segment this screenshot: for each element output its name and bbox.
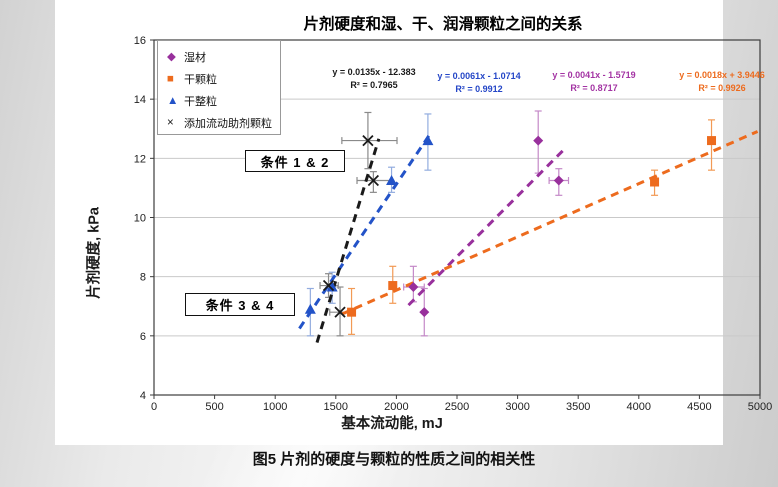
legend-item: ▲ 干整粒 — [167, 90, 280, 112]
x-tick-label: 4000 — [627, 401, 651, 413]
x-tick-label: 2500 — [445, 401, 469, 413]
trend-equation: y = 0.0135x - 12.383 R² = 0.7965 — [332, 66, 415, 92]
r-squared-text: R² = 0.7965 — [350, 80, 398, 90]
r-squared-text: R² = 0.9912 — [455, 84, 503, 94]
x-tick-label: 5000 — [748, 401, 772, 413]
data-point — [347, 307, 357, 317]
x-tick-label: 3000 — [505, 401, 529, 413]
trend-line — [315, 138, 381, 343]
legend-label: 干颗粒 — [184, 74, 217, 86]
chart-panel: 片剂硬度和湿、干、润滑颗粒之间的关系 0 500 1000 1500 2000 2500 3… — [55, 0, 772, 445]
x-tick-label: 4500 — [687, 401, 711, 413]
data-point — [650, 177, 660, 187]
y-tick-label: 10 — [134, 213, 146, 225]
x-tick-label: 3500 — [566, 401, 590, 413]
data-point — [322, 279, 335, 292]
data-point — [419, 307, 430, 318]
y-tick-label: 16 — [134, 35, 146, 47]
data-point — [326, 281, 338, 292]
legend-item: ■ 干颗粒 — [167, 68, 280, 90]
data-point — [707, 136, 717, 146]
trend-line — [407, 148, 565, 307]
x-tick-label: 2000 — [384, 401, 408, 413]
legend-label: 干整粒 — [184, 96, 217, 108]
x-tick-label: 0 — [151, 401, 157, 413]
legend: ◆ 湿材 ■ 干颗粒 ▲ 干整粒 × 添加流动助剂颗粒 — [157, 40, 281, 135]
x-marker-icon: × — [167, 116, 174, 129]
legend-label: 湿材 — [184, 52, 206, 64]
legend-label: 添加流动助剂颗粒 — [184, 118, 272, 130]
chart-title: 片剂硬度和湿、干、润滑颗粒之间的关系 — [303, 16, 583, 33]
condition-label: 条件 3 & 4 — [185, 293, 295, 316]
diamond-marker-icon: ◆ — [167, 50, 176, 63]
legend-item: ◆ 湿材 — [167, 46, 280, 68]
plot-frame — [153, 39, 761, 396]
r-squared-text: R² = 0.9926 — [698, 83, 746, 93]
equation-text: y = 0.0018x + 3.9446 — [679, 70, 765, 80]
square-marker-icon: ■ — [167, 72, 174, 85]
legend-item: × 添加流动助剂颗粒 — [167, 112, 280, 134]
trend-equation: y = 0.0018x + 3.9446 R² = 0.9926 — [679, 69, 765, 95]
x-tick-label: 1500 — [324, 401, 348, 413]
data-point — [362, 134, 374, 147]
data-point — [422, 135, 434, 146]
equation-text: y = 0.0061x - 1.0714 — [437, 71, 521, 81]
trend-line — [298, 134, 431, 330]
x-tick-label: 1000 — [263, 401, 287, 413]
r-squared-text: R² = 0.8717 — [570, 83, 618, 93]
trend-line — [341, 130, 759, 316]
x-axis-label: 基本流动能, mJ — [341, 416, 443, 432]
data-point — [334, 306, 346, 318]
y-tick-label: 4 — [140, 390, 146, 402]
data-point — [367, 174, 380, 187]
y-axis-label: 片剂硬度, kPa — [86, 207, 103, 299]
data-point — [553, 175, 564, 186]
data-point — [408, 282, 419, 293]
figure-caption: 图5 片剂的硬度与颗粒的性质之间的相关性 — [252, 451, 536, 468]
equation-text: y = 0.0135x - 12.383 — [332, 67, 416, 77]
y-tick-label: 6 — [140, 331, 146, 343]
data-point — [304, 303, 316, 314]
y-tick-label: 14 — [134, 94, 146, 106]
triangle-marker-icon: ▲ — [167, 94, 179, 107]
trend-equation: y = 0.0061x - 1.0714 R² = 0.9912 — [437, 70, 520, 96]
condition-label: 条件 1 & 2 — [245, 150, 345, 172]
data-point — [388, 281, 398, 291]
trend-equation: y = 0.0041x - 1.5719 R² = 0.8717 — [552, 69, 635, 95]
y-tick-label: 12 — [134, 153, 146, 165]
equation-text: y = 0.0041x - 1.5719 — [552, 70, 636, 80]
data-point — [386, 175, 398, 186]
data-point — [533, 135, 544, 146]
scatter-plot: 0 500 1000 1500 2000 2500 3000 3500 4000 4500 5000… — [134, 35, 772, 413]
y-tick-label: 8 — [140, 272, 146, 284]
x-tick-label: 500 — [205, 401, 223, 413]
